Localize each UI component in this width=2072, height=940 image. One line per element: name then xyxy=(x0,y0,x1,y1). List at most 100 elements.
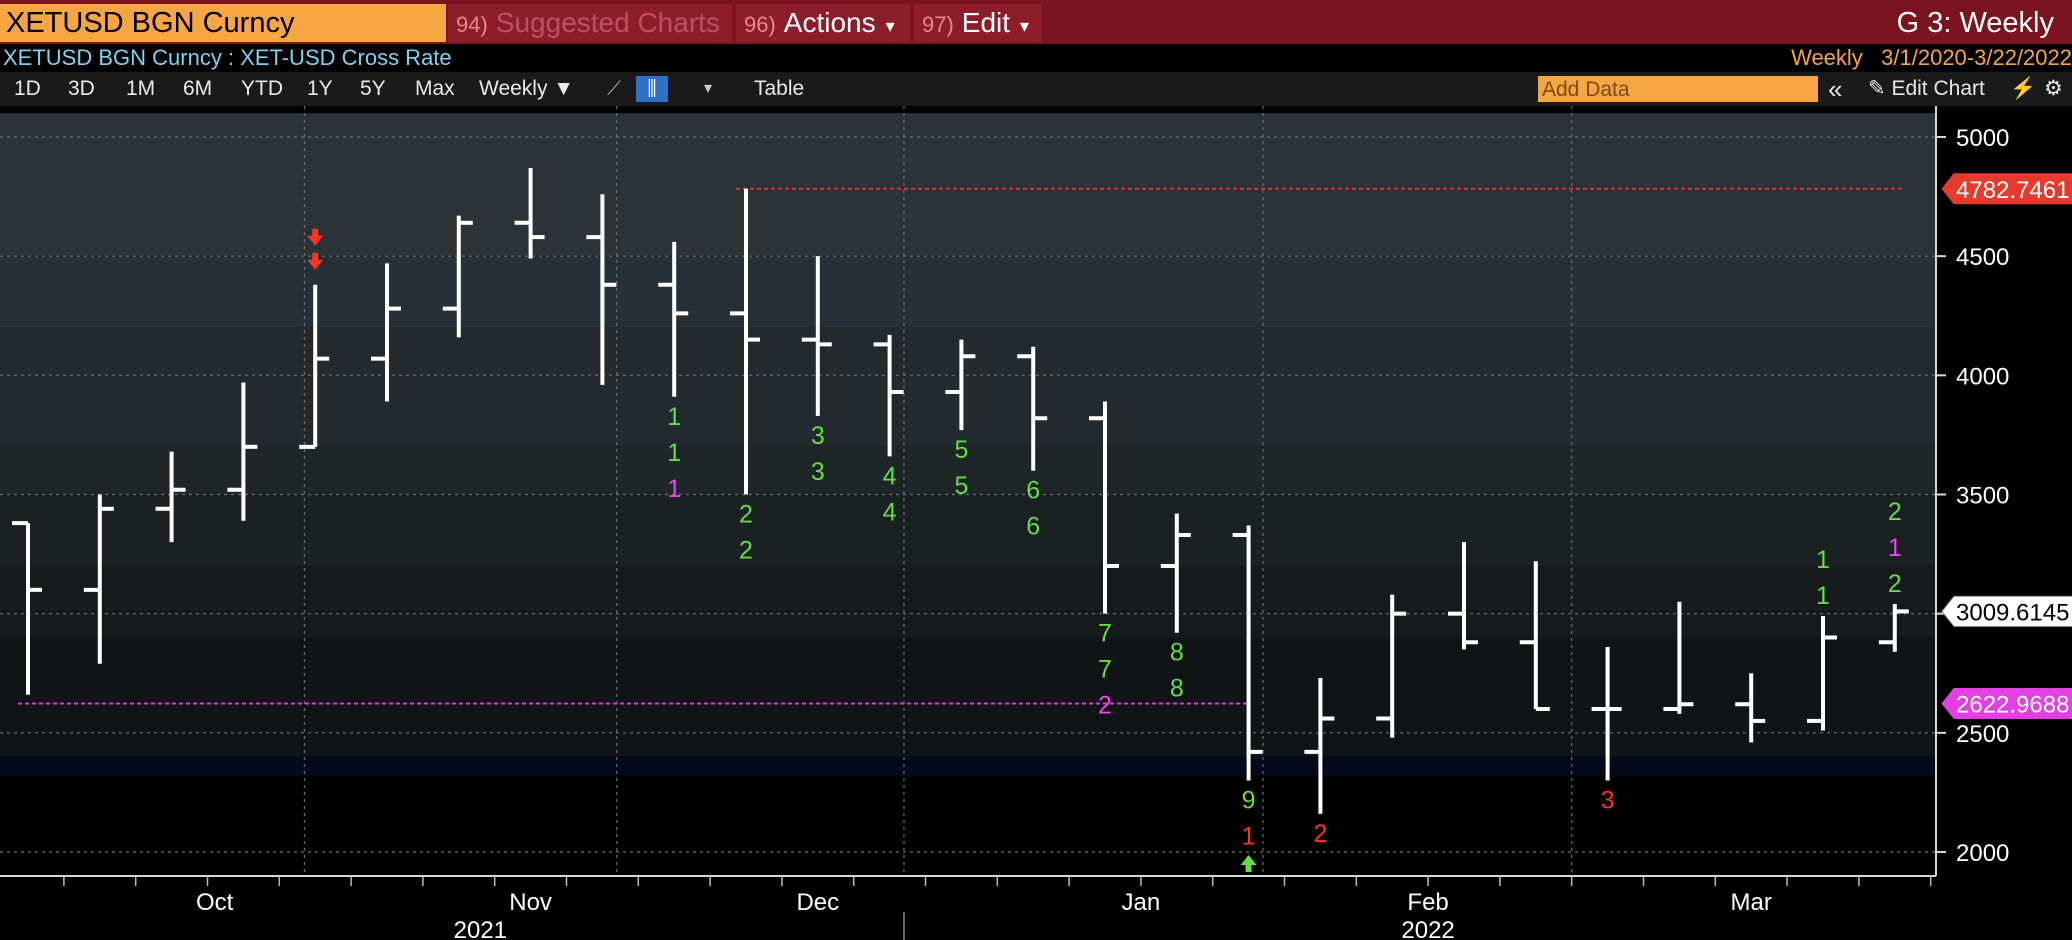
ohlc-bar xyxy=(442,215,473,338)
count-label: 1 xyxy=(667,475,681,503)
ohlc-bar xyxy=(1304,678,1335,814)
period-info: Weekly 3/1/2020-3/22/2022 xyxy=(1791,44,2072,72)
menu-number: 97) xyxy=(922,12,954,37)
y-tick-label: 4500 xyxy=(1956,244,2009,271)
count-label: 7 xyxy=(1098,656,1112,684)
menu-label: Edit xyxy=(961,7,1011,38)
y-tick-label: 4000 xyxy=(1956,363,2009,390)
ohlc-bar xyxy=(1878,604,1909,652)
ohlc-bar xyxy=(945,339,976,431)
range-max-button[interactable]: Max xyxy=(415,77,455,100)
count-label: 6 xyxy=(1026,477,1040,505)
count-label: 3 xyxy=(811,422,825,450)
low-price-tag: 2622.9688 xyxy=(1941,688,2072,720)
pencil-icon: ✎ xyxy=(1868,77,1886,100)
year-label: 2022 xyxy=(1401,917,1454,940)
count-label: 5 xyxy=(954,436,968,464)
background-band xyxy=(0,327,1936,447)
price-tag-background xyxy=(1941,595,2072,627)
count-label: 3 xyxy=(1601,787,1615,815)
ohlc-bar xyxy=(1089,401,1119,614)
count-label: 8 xyxy=(1170,675,1184,703)
price-chart[interactable]: 2000250030003500400045005000OctNovDecJan… xyxy=(0,106,2072,940)
price-tag-text: 2622.9688 xyxy=(1956,692,2069,719)
ticker-field[interactable]: XETUSD BGN Curncy xyxy=(0,4,446,42)
price-tag-text: 3009.6145 xyxy=(1956,599,2069,626)
ohlc-bar xyxy=(586,194,617,385)
range-1d-button[interactable]: 1D xyxy=(14,77,41,100)
ohlc-bar xyxy=(83,494,114,664)
ohlc-bar xyxy=(1017,346,1048,471)
count-label: 8 xyxy=(1170,639,1184,667)
count-label: 5 xyxy=(954,472,968,500)
ohlc-bar xyxy=(514,167,545,259)
month-label: Jan xyxy=(1122,889,1161,916)
ohlc-bar xyxy=(730,188,760,495)
range-ytd-button[interactable]: YTD xyxy=(241,77,283,100)
menu-number: 96) xyxy=(744,12,776,37)
range-1m-button[interactable]: 1M xyxy=(126,77,156,100)
ohlc-bar xyxy=(1448,542,1478,650)
background-band xyxy=(0,256,1936,328)
ohlc-bar xyxy=(1735,673,1766,743)
count-label: 4 xyxy=(883,462,897,490)
wand-icon[interactable]: ⚡ xyxy=(2010,77,2037,100)
month-label: Dec xyxy=(796,889,839,916)
table-button[interactable]: Table xyxy=(754,77,805,100)
ohlc-bar xyxy=(873,334,904,457)
background-band xyxy=(0,775,1936,876)
range-6m-button[interactable]: 6M xyxy=(183,77,213,100)
subtitle-bar xyxy=(0,44,2072,72)
high-price-tag: 4782.7461 xyxy=(1941,173,2072,205)
window-title: G 3: Weekly xyxy=(1896,7,2054,39)
count-label: 1 xyxy=(1888,534,1902,562)
sell-arrow-icon xyxy=(307,228,324,246)
background-band xyxy=(0,566,1936,638)
count-label: 4 xyxy=(883,498,897,526)
ohlc-bar xyxy=(1591,647,1622,781)
last-price-tag: 3009.6145 xyxy=(1941,595,2072,627)
y-tick-label: 2000 xyxy=(1956,840,2009,867)
count-label: 7 xyxy=(1098,620,1112,648)
count-label: 9 xyxy=(1242,787,1256,815)
count-label: 2 xyxy=(739,537,753,565)
count-label: 2 xyxy=(1888,570,1902,598)
date-range[interactable]: 3/1/2020-3/22/2022 xyxy=(1881,45,2072,70)
count-label: 1 xyxy=(667,439,681,467)
add-data-input[interactable]: Add Data xyxy=(1538,76,1818,102)
ohlc-bar xyxy=(12,521,42,695)
month-label: Oct xyxy=(196,889,234,916)
security-description: XETUSD BGN Curncy : XET-USD Cross Rate xyxy=(3,45,452,70)
frequency-select[interactable]: Weekly ▼ xyxy=(479,77,575,100)
chart-type-dropdown-icon[interactable]: ▾ xyxy=(703,80,713,97)
count-label: 1 xyxy=(1816,546,1830,574)
count-label: 1 xyxy=(1816,582,1830,610)
price-tag-background xyxy=(1941,173,2072,205)
collapse-chevron-icon[interactable]: « xyxy=(1828,74,1843,104)
month-label: Mar xyxy=(1731,889,1772,916)
ohlc-bar xyxy=(801,256,832,416)
menu-label: Actions xyxy=(783,7,876,38)
ohlc-bar xyxy=(299,284,330,449)
suggested-charts-menu[interactable]: 94) Suggested Charts xyxy=(448,4,732,42)
count-label: 2 xyxy=(1098,692,1112,720)
edit-chart-button[interactable]: ✎ Edit Chart xyxy=(1868,72,1985,106)
range-1y-button[interactable]: 1Y xyxy=(307,77,333,100)
actions-menu[interactable]: 96) Actions ▾ xyxy=(736,4,910,42)
count-label: 6 xyxy=(1026,513,1040,541)
ohlc-bar xyxy=(1232,525,1263,781)
bar-chart-icon[interactable]: ⫼ xyxy=(636,76,668,102)
line-chart-icon[interactable]: ⟋ xyxy=(607,78,621,100)
range-5y-button[interactable]: 5Y xyxy=(360,77,386,100)
gear-icon[interactable]: ⚙ xyxy=(2044,77,2063,100)
count-label: 2 xyxy=(1888,498,1902,526)
count-label: 1 xyxy=(667,403,681,431)
edit-menu[interactable]: 97) Edit ▾ xyxy=(914,4,1042,42)
background-band xyxy=(0,756,1936,776)
y-tick-label: 5000 xyxy=(1956,125,2009,152)
range-3d-button[interactable]: 3D xyxy=(68,77,95,100)
menu-number: 94) xyxy=(456,12,488,37)
y-tick-label: 3500 xyxy=(1956,483,2009,510)
background-band xyxy=(0,494,1936,566)
background-band xyxy=(0,446,1936,495)
